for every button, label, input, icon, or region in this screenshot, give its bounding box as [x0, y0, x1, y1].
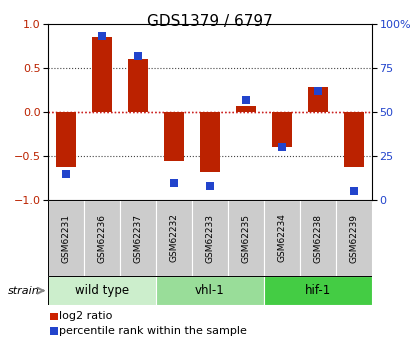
Bar	[336, 200, 372, 276]
Bar	[156, 200, 192, 276]
Text: GSM62231: GSM62231	[62, 214, 71, 263]
Text: strain: strain	[8, 286, 39, 296]
Bar	[164, 112, 184, 160]
Bar	[236, 106, 256, 112]
Text: GSM62237: GSM62237	[134, 214, 143, 263]
Text: hif-1: hif-1	[304, 284, 331, 297]
Point	[99, 34, 105, 39]
Text: wild type: wild type	[75, 284, 129, 297]
Text: GSM62236: GSM62236	[98, 214, 107, 263]
Text: GDS1379 / 6797: GDS1379 / 6797	[147, 14, 273, 29]
Point	[63, 171, 70, 177]
Bar	[192, 200, 228, 276]
Text: GSM62235: GSM62235	[241, 214, 250, 263]
Bar	[48, 276, 156, 305]
Text: vhl-1: vhl-1	[195, 284, 225, 297]
Text: GSM62232: GSM62232	[170, 214, 178, 263]
Text: percentile rank within the sample: percentile rank within the sample	[59, 326, 247, 336]
Text: GSM62234: GSM62234	[277, 214, 286, 263]
Point	[171, 180, 177, 185]
Bar	[264, 276, 372, 305]
Bar	[344, 112, 364, 167]
Bar	[120, 200, 156, 276]
Bar	[48, 200, 84, 276]
Bar	[300, 200, 336, 276]
Bar	[308, 88, 328, 112]
Bar	[56, 112, 76, 167]
Bar	[92, 37, 112, 112]
Point	[350, 188, 357, 194]
Text: GSM62238: GSM62238	[313, 214, 322, 263]
Bar	[128, 59, 148, 112]
Point	[315, 88, 321, 94]
Bar	[264, 200, 300, 276]
Bar	[228, 200, 264, 276]
Text: GSM62233: GSM62233	[205, 214, 215, 263]
Point	[207, 183, 213, 189]
Text: GSM62239: GSM62239	[349, 214, 358, 263]
Point	[135, 53, 142, 59]
Point	[278, 145, 285, 150]
Bar	[84, 200, 120, 276]
Text: log2 ratio: log2 ratio	[59, 312, 112, 322]
Point	[243, 97, 249, 102]
Bar	[272, 112, 292, 147]
Bar	[200, 112, 220, 172]
Bar	[156, 276, 264, 305]
